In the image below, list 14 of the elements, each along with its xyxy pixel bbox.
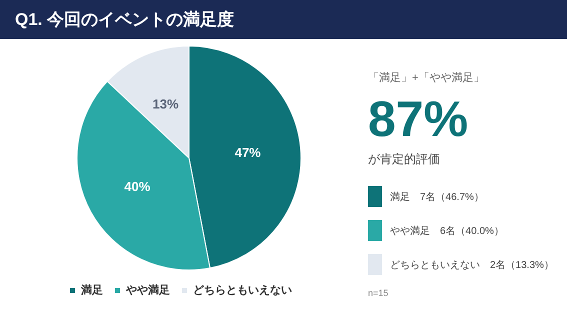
text: 満足 7名（46.7%）: [390, 190, 484, 204]
text: やや満足 6名（40.0%）: [390, 224, 504, 238]
text: どちらともいえない 2名（13.3%）: [390, 258, 554, 272]
data-label: 40%: [124, 178, 151, 194]
text: 87%: [368, 91, 470, 147]
legend-label: 満足: [80, 284, 103, 296]
text: n=15: [368, 288, 390, 298]
chart-title: Q1. 今回のイベントの満足度: [0, 0, 567, 39]
text: 「満足」+「やや満足」: [368, 71, 486, 85]
legend-label: どちらともいえない: [193, 284, 292, 296]
data-label: 13%: [152, 96, 180, 112]
legend-label: やや満足: [125, 284, 170, 296]
text: が肯定的評価: [368, 151, 441, 168]
data-label: 47%: [234, 144, 262, 160]
